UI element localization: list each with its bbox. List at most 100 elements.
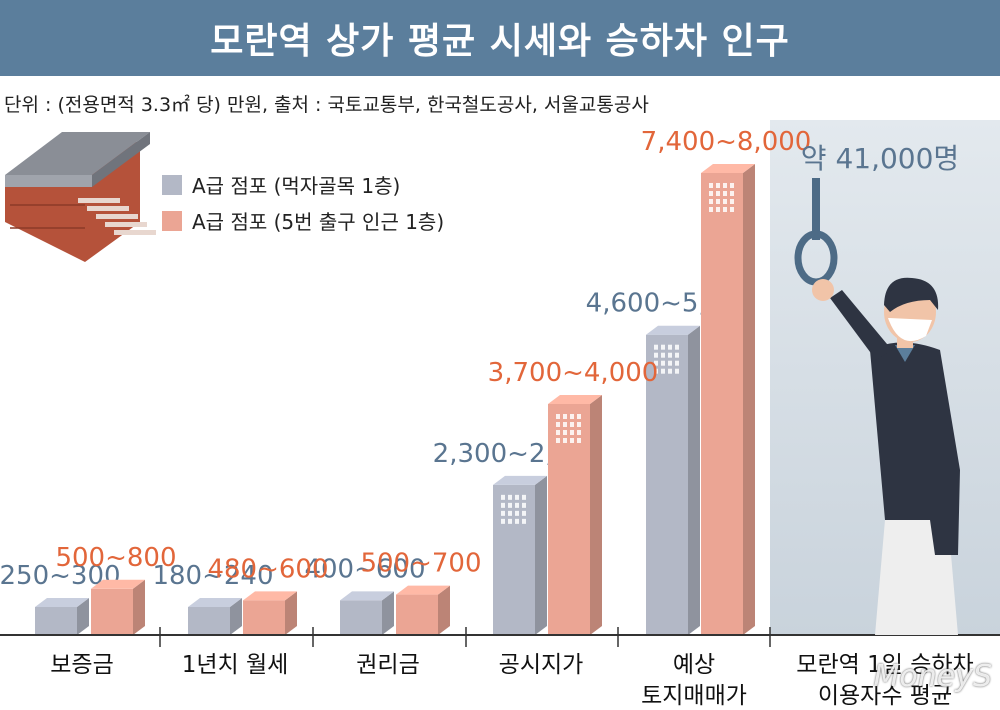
window	[709, 207, 713, 212]
window	[570, 422, 574, 427]
bar-top	[243, 591, 297, 601]
window	[522, 494, 526, 500]
window	[570, 438, 574, 443]
category-label: 토지매매가	[641, 683, 747, 709]
category-label: 공시지가	[499, 652, 584, 678]
bar-front	[35, 607, 77, 635]
window	[556, 430, 560, 435]
stair-step	[96, 214, 138, 219]
window	[577, 430, 581, 435]
window	[577, 438, 581, 443]
window	[515, 510, 519, 516]
window	[661, 368, 665, 374]
window	[661, 360, 665, 366]
window	[661, 352, 665, 358]
window	[668, 360, 672, 366]
bar-salmon-2	[396, 585, 450, 635]
window	[501, 510, 505, 516]
bar-salmon-1	[243, 591, 297, 635]
window	[675, 344, 679, 350]
value-label: 3,700~4,000	[488, 358, 659, 388]
extra-category-label: 이용자수 평균	[818, 683, 952, 709]
bar-front	[243, 600, 285, 635]
window	[654, 344, 658, 350]
window	[709, 191, 713, 196]
window	[668, 352, 672, 358]
bar-top	[701, 164, 755, 173]
window	[522, 518, 526, 524]
category-label: 1년치 월세	[182, 652, 289, 678]
bar-side	[535, 475, 547, 635]
extra-category-label: 모란역 1일 승하차	[796, 652, 973, 678]
ridership-value-label: 약 41,000명	[801, 142, 959, 175]
stair-step	[114, 230, 156, 235]
bar-top	[493, 475, 547, 485]
window	[577, 414, 581, 419]
window	[661, 344, 665, 350]
window	[723, 207, 727, 212]
bar-gray-3	[493, 475, 547, 635]
window	[501, 494, 505, 500]
window	[563, 422, 567, 427]
category-label: 예상	[673, 652, 715, 678]
collar	[895, 345, 915, 362]
window	[563, 430, 567, 435]
bar-top	[396, 585, 450, 595]
watermark-logo: MoneyS	[873, 659, 992, 694]
bar-top	[91, 579, 145, 589]
raised-arm	[830, 290, 892, 360]
bar-salmon-4	[701, 164, 755, 635]
category-label: 보증금	[50, 652, 113, 678]
value-label: 500~800	[55, 543, 176, 573]
bar-side	[688, 325, 700, 635]
window	[563, 438, 567, 443]
window	[709, 183, 713, 188]
window	[723, 183, 727, 188]
bar-salmon-0	[91, 579, 145, 635]
window	[515, 518, 519, 524]
stair-step	[78, 198, 120, 203]
window	[515, 494, 519, 500]
stair-step	[105, 222, 147, 227]
window	[716, 199, 720, 204]
window	[577, 422, 581, 427]
bar-side	[382, 591, 394, 635]
legend-salmon-swatch	[162, 211, 182, 231]
window	[556, 422, 560, 427]
bar-front	[493, 484, 535, 635]
torso	[870, 342, 960, 555]
window	[570, 430, 574, 435]
bar-side	[230, 598, 242, 635]
commuter-illustration	[794, 178, 960, 635]
legend-salmon-label: A급 점포 (5번 출구 인근 1층)	[192, 210, 444, 234]
stairwell-roof-side	[92, 132, 150, 187]
window	[723, 199, 727, 204]
stairwell-roof	[5, 132, 150, 175]
window	[668, 344, 672, 350]
hair	[884, 277, 939, 312]
bar-gray-2	[340, 591, 394, 635]
bar-gray-0	[35, 598, 89, 635]
window	[654, 352, 658, 358]
window	[654, 368, 658, 374]
window	[522, 510, 526, 516]
bar-top	[646, 325, 700, 335]
bar-windows	[556, 414, 581, 443]
bar-windows	[654, 344, 679, 374]
window	[723, 191, 727, 196]
bar-salmon-3	[548, 395, 602, 635]
window	[563, 414, 567, 419]
bar-side	[285, 591, 297, 635]
window	[508, 518, 512, 524]
window	[654, 360, 658, 366]
window	[508, 510, 512, 516]
value-label: 480~600	[207, 554, 328, 584]
bar-side	[77, 598, 89, 635]
value-label: 400~600	[304, 554, 425, 584]
window	[508, 494, 512, 500]
face-mask	[888, 318, 932, 342]
window	[730, 191, 734, 196]
bar-front	[701, 173, 743, 635]
bar-front	[91, 588, 133, 635]
